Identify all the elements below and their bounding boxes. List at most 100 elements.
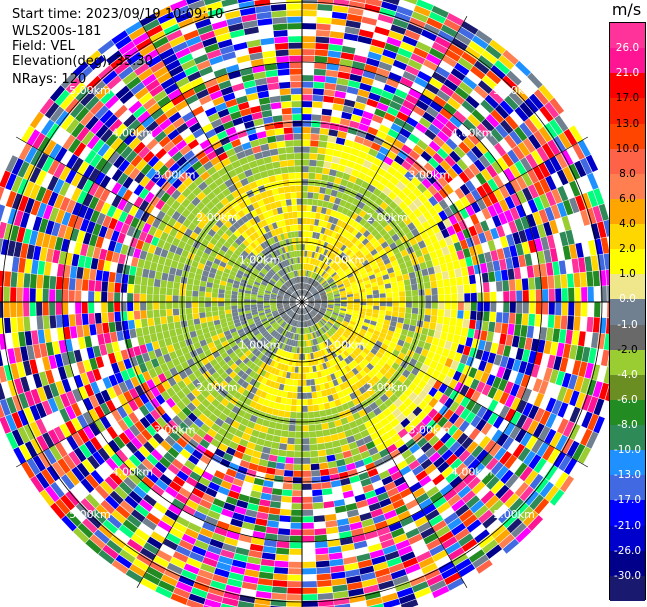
ppi-ray-gates <box>337 52 355 80</box>
ppi-ray-gates <box>329 122 340 131</box>
ppi-ray-gates <box>465 387 516 422</box>
ppi-ray-gates <box>467 132 480 146</box>
ppi-ray-gates <box>442 171 453 184</box>
ppi-ray-gates <box>547 139 561 156</box>
ppi-ray-gates <box>228 490 240 500</box>
ppi-ray-gates <box>369 65 405 130</box>
ppi-ray-gates <box>148 312 272 360</box>
ppi-ray-gates <box>316 157 383 274</box>
ppi-ray-gates <box>442 420 529 497</box>
ppi-ray-gates <box>306 132 499 298</box>
ppi-ray-gates <box>0 239 80 267</box>
ppi-ray-gates <box>325 187 423 281</box>
ppi-ray-gates <box>13 140 117 205</box>
ppi-ray-gates <box>48 355 58 370</box>
ppi-ray-gates <box>153 278 290 301</box>
ppi-ray-gates <box>426 419 529 518</box>
ppi-ray-gates <box>160 323 271 401</box>
ppi-ray-gates <box>60 73 298 298</box>
ppi-ray-gates <box>416 551 432 563</box>
ppi-ray-gates <box>477 80 493 94</box>
azimuth-line <box>301 301 468 588</box>
nrays-label: NRays: 120 <box>12 72 87 87</box>
ppi-ray-gates <box>586 207 597 225</box>
ppi-ray-gates <box>476 449 489 463</box>
ppi-ray-gates <box>129 305 297 437</box>
ppi-ray-gates <box>459 134 542 196</box>
colorbar-segment <box>610 500 645 527</box>
ppi-ray-gates <box>351 481 402 607</box>
ppi-ray-gates <box>95 440 172 519</box>
ppi-ray-gates <box>226 16 243 26</box>
ppi-ray-gates <box>74 358 133 388</box>
ppi-ray-gates <box>545 154 599 191</box>
ppi-ray-gates <box>483 302 575 316</box>
colorbar-segment <box>610 374 645 401</box>
ppi-ray-gates <box>246 39 297 271</box>
ppi-ray-gates <box>364 0 416 114</box>
ppi-ray-gates <box>344 496 370 556</box>
ppi-ray-gates <box>509 191 557 221</box>
ppi-ray-gates <box>41 390 77 416</box>
ppi-ray-gates <box>54 146 95 179</box>
ppi-ray-gates <box>486 476 524 513</box>
ppi-ray-gates <box>308 303 328 308</box>
ppi-ray-gates <box>512 221 553 245</box>
ppi-ray-gates <box>12 193 23 210</box>
ppi-ray-gates <box>116 330 124 342</box>
ppi-ray-gates <box>314 55 328 63</box>
ppi-ray-gates <box>132 228 142 240</box>
ppi-ray-gates <box>45 335 93 356</box>
ppi-ray-gates <box>277 147 300 277</box>
ppi-ray-gates <box>345 10 379 102</box>
ppi-ray-gates <box>284 306 291 310</box>
ppi-ray-gates <box>102 70 118 85</box>
ppi-ray-gates <box>7 340 67 364</box>
ppi-ray-gates <box>138 68 178 118</box>
ppi-ray-gates <box>307 157 533 299</box>
ppi-ray-gates <box>0 311 134 334</box>
ppi-ray-gates <box>354 493 387 565</box>
ppi-ray-gates <box>503 302 510 313</box>
ppi-ray-gates <box>503 167 516 182</box>
ppi-ray-gates <box>216 555 233 572</box>
ppi-ray-gates <box>370 17 443 152</box>
ppi-ray-gates <box>41 172 76 199</box>
ppi-ray-gates <box>76 416 151 478</box>
ppi-ray-gates <box>123 114 137 128</box>
ppi-gates <box>0 0 609 607</box>
ppi-ray-gates <box>68 302 101 315</box>
ppi-ray-gates <box>524 227 534 242</box>
ppi-ray-gates <box>458 533 474 547</box>
ppi-ray-gates <box>516 399 528 414</box>
ppi-ray-gates <box>104 114 183 189</box>
ppi-ray-gates <box>302 153 310 205</box>
ppi-ray-gates <box>277 295 296 301</box>
ppi-ray-gates <box>41 400 88 432</box>
ppi-ray-gates <box>514 462 528 478</box>
ppi-ray-gates <box>11 158 24 176</box>
ppi-ray-gates <box>210 118 297 291</box>
ppi-ray-gates <box>551 188 563 204</box>
ppi-ray-gates <box>45 248 54 263</box>
ppi-ray-gates <box>53 426 66 442</box>
ppi-ray-gates <box>561 437 574 454</box>
ppi-ray-gates <box>405 499 419 510</box>
ppi-ray-gates <box>581 411 593 429</box>
ppi-ray-gates <box>133 248 142 259</box>
ppi-ray-gates <box>501 269 509 281</box>
ppi-ray-gates <box>96 212 297 300</box>
ppi-ray-gates <box>474 529 490 544</box>
ppi-ray-gates <box>453 216 530 252</box>
ppi-ray-gates <box>443 409 518 469</box>
ppi-ray-gates <box>298 308 301 315</box>
ppi-ray-gates <box>483 292 490 302</box>
ppi-ray-gates <box>304 134 329 277</box>
ppi-ray-gates <box>168 475 186 493</box>
ppi-ray-gates <box>303 308 317 372</box>
ppi-ray-gates <box>66 470 80 486</box>
ppi-ray-gates <box>481 207 492 220</box>
colorbar-segment <box>610 224 645 250</box>
colorbar-tick-label: -17.0 <box>613 494 642 507</box>
ppi-ray-gates <box>75 107 152 176</box>
